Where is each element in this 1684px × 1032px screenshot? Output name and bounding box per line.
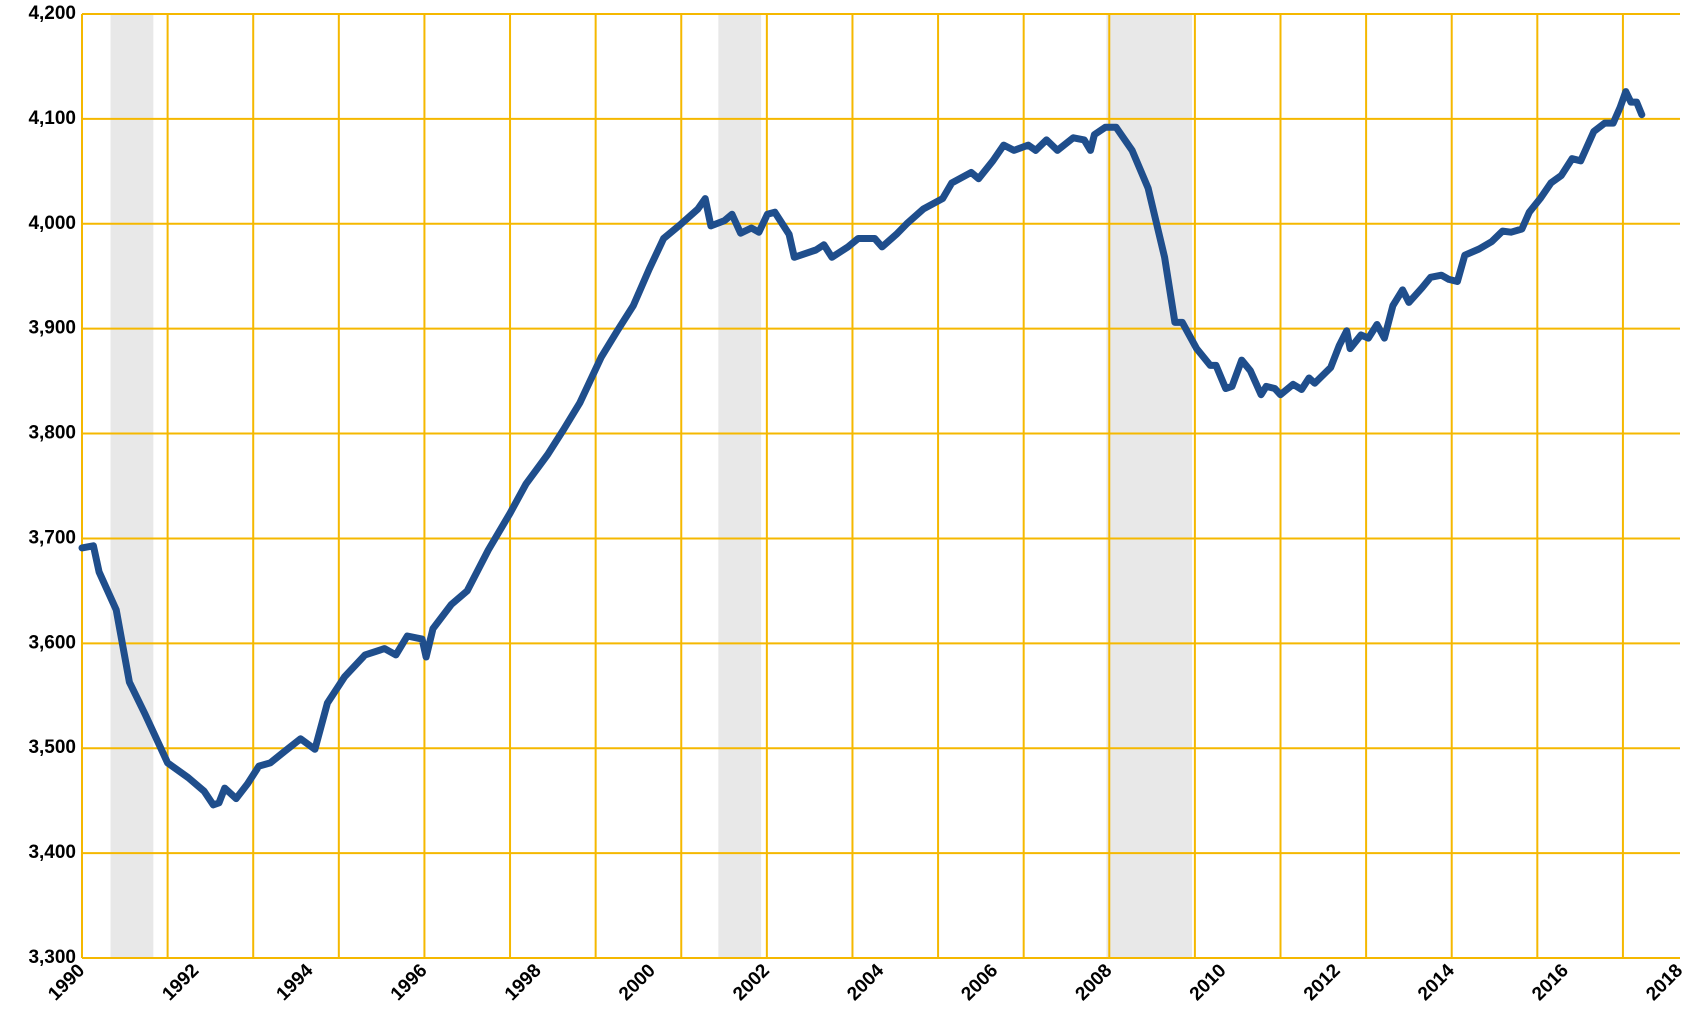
x-tick-label: 1996 <box>387 960 432 1005</box>
x-tick-label: 2014 <box>1414 960 1459 1005</box>
y-tick-label: 3,500 <box>28 737 76 758</box>
data-line <box>78 88 1646 809</box>
y-tick-label: 3,600 <box>28 632 76 653</box>
x-tick-label: 1992 <box>158 960 203 1005</box>
x-tick-label: 2010 <box>1186 960 1231 1005</box>
x-tick-label: 2018 <box>1642 960 1684 1005</box>
y-tick-label: 4,000 <box>28 213 76 234</box>
x-tick-label: 2012 <box>1300 960 1345 1005</box>
x-tick-label: 1998 <box>501 960 546 1005</box>
x-tick-label: 2016 <box>1528 960 1573 1005</box>
x-tick-label: 2000 <box>615 960 660 1005</box>
x-tick-label: 2002 <box>729 960 774 1005</box>
y-tick-label: 3,900 <box>28 318 76 339</box>
y-tick-label: 3,300 <box>28 947 76 968</box>
x-tick-label: 2004 <box>843 960 888 1005</box>
recession-band <box>1106 14 1193 958</box>
x-tick-label: 2008 <box>1072 960 1117 1005</box>
y-tick-label: 3,400 <box>28 842 76 863</box>
x-tick-label: 1994 <box>273 960 318 1005</box>
recession-band <box>110 14 154 958</box>
y-tick-label: 4,100 <box>28 108 76 129</box>
y-tick-label: 3,700 <box>28 527 76 548</box>
x-tick-label: 2006 <box>957 960 1002 1005</box>
y-tick-label: 3,800 <box>28 423 76 444</box>
recession-band <box>718 14 762 958</box>
y-tick-label: 4,200 <box>28 3 76 24</box>
